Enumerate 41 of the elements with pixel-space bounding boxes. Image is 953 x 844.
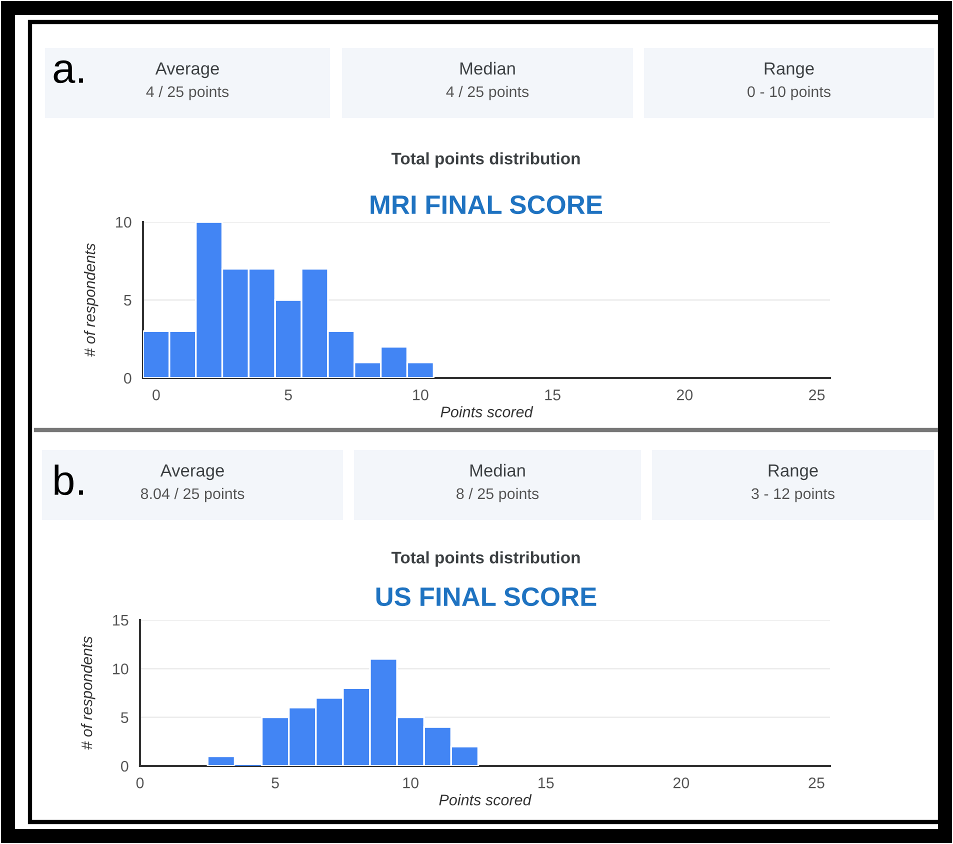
text: 4 / 25 points — [446, 86, 529, 100]
y-tick-label: 5 — [121, 712, 128, 724]
y-tick-label: 10 — [113, 664, 128, 674]
x-tick-label: 20 — [676, 390, 693, 400]
x-tick-label: 10 — [413, 390, 428, 400]
text: 8.04 / 25 points — [140, 488, 244, 502]
text: a. — [54, 60, 83, 84]
x-tick-label: 15 — [545, 390, 560, 400]
x-tick-label: 20 — [673, 778, 690, 788]
chart-subtitle: MRI FINAL SCORE — [370, 195, 602, 214]
y-tick-label: 5 — [124, 295, 132, 306]
x-tick-label: 10 — [403, 778, 418, 788]
x-tick-label: 25 — [809, 390, 825, 400]
text: 0 - 10 points — [748, 86, 830, 100]
text: Range — [768, 464, 818, 480]
x-tick-label: 0 — [136, 778, 144, 788]
text: 3 - 12 points — [752, 488, 834, 502]
text: 4 / 25 points — [146, 86, 229, 100]
text: Median — [470, 464, 525, 477]
text: Median — [460, 62, 515, 75]
x-tick-label: 0 — [152, 390, 160, 400]
chart-title: Total points distribution — [391, 152, 580, 168]
y-axis-title: # of respondents — [80, 636, 96, 750]
text: Average — [155, 62, 219, 78]
y-axis-title: # of respondents — [84, 243, 98, 357]
text: Range — [764, 62, 814, 78]
x-tick-label: 25 — [808, 778, 824, 788]
x-tick-label: 15 — [538, 778, 554, 788]
y-tick-label: 0 — [120, 760, 128, 772]
x-tick-label: 5 — [272, 778, 279, 788]
x-axis-title: Points scored — [440, 406, 534, 418]
y-tick-label: 15 — [113, 615, 128, 626]
x-axis-title: Points scored — [439, 794, 532, 806]
text: b. — [54, 464, 83, 496]
y-tick-label: 0 — [124, 372, 132, 384]
text: 8 / 25 points — [456, 488, 539, 502]
text: Average — [160, 464, 224, 480]
y-tick-label: 10 — [116, 216, 132, 228]
chart-title: Total points distribution — [391, 551, 580, 567]
chart-subtitle: US FINAL SCORE — [376, 587, 596, 606]
x-tick-label: 5 — [284, 390, 292, 400]
